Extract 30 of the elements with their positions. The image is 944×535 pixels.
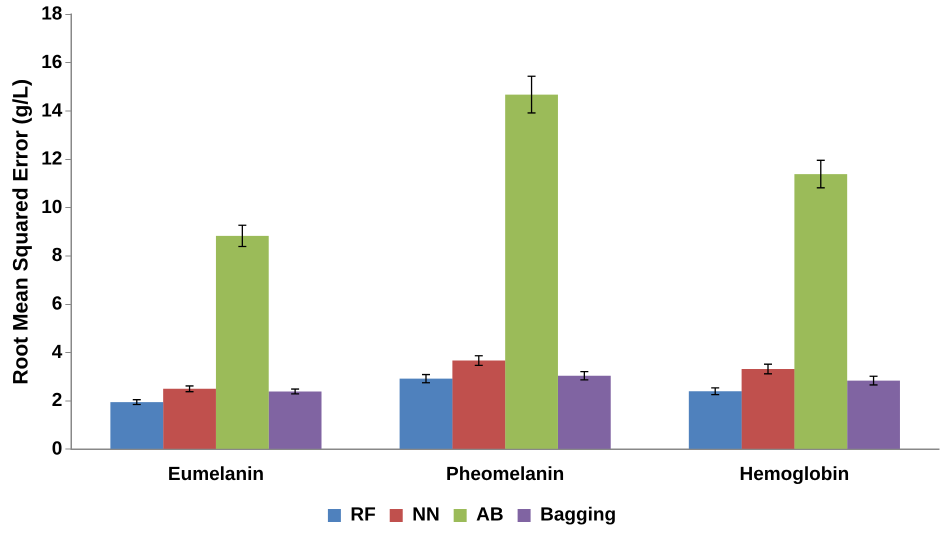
x-tick-label: Eumelanin xyxy=(168,464,264,485)
bar xyxy=(110,402,164,449)
bar xyxy=(742,369,794,449)
legend-label: RF xyxy=(350,504,376,526)
bar xyxy=(216,236,269,449)
y-tick-label: 10 xyxy=(41,196,62,218)
legend-label: NN xyxy=(412,504,440,526)
y-tick-label: 18 xyxy=(41,4,62,25)
legend-label: AB xyxy=(476,504,504,526)
y-axis-title: Root Mean Squared Error (g/L) xyxy=(9,78,32,385)
y-tick-label: 12 xyxy=(41,148,62,170)
bar xyxy=(163,388,216,449)
bar xyxy=(847,380,900,449)
y-tick-label: 16 xyxy=(41,52,62,73)
x-tick-label: Hemoglobin xyxy=(740,464,850,485)
y-tick-label: 4 xyxy=(52,342,63,363)
bar xyxy=(688,391,742,449)
y-tick-label: 8 xyxy=(52,245,62,266)
bar xyxy=(400,378,452,449)
y-tick-label: 2 xyxy=(52,390,62,412)
bar xyxy=(505,94,558,449)
bar xyxy=(558,376,611,449)
bar xyxy=(794,174,848,449)
y-tick-label: 6 xyxy=(52,294,62,314)
x-tick-label: Pheomelanin xyxy=(446,464,564,485)
legend-label: Bagging xyxy=(540,504,616,526)
bar xyxy=(268,391,322,449)
y-tick-label: 14 xyxy=(41,100,63,122)
bar xyxy=(452,360,506,449)
y-tick-label: 0 xyxy=(52,438,62,460)
